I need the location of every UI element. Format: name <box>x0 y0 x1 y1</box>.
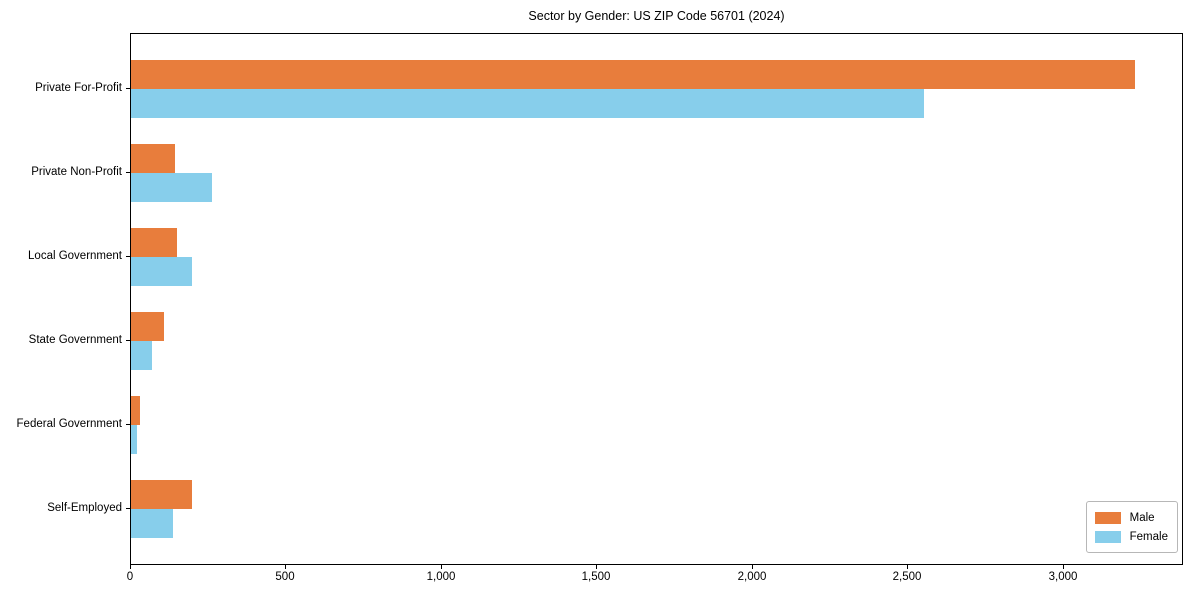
chart-title: Sector by Gender: US ZIP Code 56701 (202… <box>528 9 785 23</box>
x-tick-label: 500 <box>275 571 295 583</box>
legend-swatch-male <box>1094 511 1121 524</box>
y-tick-mark <box>126 88 130 89</box>
x-tick-label: 1,500 <box>581 571 611 583</box>
legend-label-male: Male <box>1129 511 1155 524</box>
y-tick-label: State Government <box>28 334 122 346</box>
x-tick-label: 1,000 <box>426 571 456 583</box>
legend: Male Female <box>1085 501 1178 553</box>
y-tick-label: Private Non-Profit <box>31 166 122 178</box>
x-tick-mark <box>752 565 753 569</box>
x-tick-mark <box>441 565 442 569</box>
legend-swatch-female <box>1094 530 1121 543</box>
x-tick-label: 3,000 <box>1048 571 1078 583</box>
y-tick-label: Private For-Profit <box>35 82 122 94</box>
y-tick-label: Local Government <box>28 250 122 262</box>
y-tick-label: Self-Employed <box>47 502 122 514</box>
y-tick-mark <box>126 172 130 173</box>
x-tick-mark <box>907 565 908 569</box>
bar-female-4 <box>131 341 152 370</box>
x-tick-label: 2,500 <box>892 571 922 583</box>
y-tick-mark <box>126 256 130 257</box>
bar-male-1 <box>131 60 1135 89</box>
y-tick-mark <box>126 424 130 425</box>
legend-row-male: Male <box>1094 508 1168 527</box>
x-tick-mark <box>130 565 131 569</box>
x-tick-mark <box>285 565 286 569</box>
legend-row-female: Female <box>1094 527 1168 546</box>
bar-female-3 <box>131 257 192 286</box>
bar-male-5 <box>131 396 140 425</box>
bar-male-4 <box>131 312 164 341</box>
x-tick-label: 0 <box>126 571 134 583</box>
bar-female-2 <box>131 173 212 202</box>
y-tick-mark <box>126 508 130 509</box>
x-tick-label: 2,000 <box>737 571 767 583</box>
plot-area: Male Female <box>130 33 1183 565</box>
legend-label-female: Female <box>1129 530 1168 543</box>
x-tick-mark <box>1063 565 1064 569</box>
bar-male-2 <box>131 144 175 173</box>
bar-male-3 <box>131 228 177 257</box>
bar-female-5 <box>131 425 137 454</box>
y-tick-mark <box>126 340 130 341</box>
bar-female-1 <box>131 89 924 118</box>
x-tick-mark <box>596 565 597 569</box>
bar-female-6 <box>131 509 173 538</box>
y-tick-label: Federal Government <box>16 418 122 430</box>
bar-male-6 <box>131 480 192 509</box>
